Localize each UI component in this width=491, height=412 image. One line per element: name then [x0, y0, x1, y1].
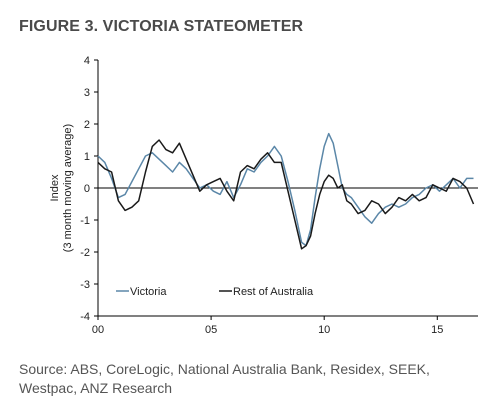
y-tick-label: 2 — [84, 119, 90, 131]
x-tick-label: 05 — [205, 324, 217, 336]
y-tick-label: 0 — [84, 183, 90, 195]
y-axis-label-line: (3 month moving average) — [62, 124, 74, 252]
x-tick-label: 10 — [318, 324, 330, 336]
y-tick-label: -3 — [80, 279, 90, 291]
y-tick-label: -4 — [80, 311, 90, 323]
series-line-victoria — [97, 132, 474, 247]
y-tick-label: 1 — [84, 151, 90, 163]
legend-entry: Victoria — [130, 286, 167, 298]
legend-entry: Rest of Australia — [233, 286, 314, 298]
x-tick-label: 00 — [92, 324, 104, 336]
chart-series — [97, 132, 475, 250]
y-axis-label: Index (3 month moving average) — [49, 124, 74, 252]
series-line-rest-of-australia — [97, 139, 475, 250]
line-chart: -4 -3 -2 -1 0 1 2 3 4 00 05 10 15 Index (3 month movi… — [49, 55, 478, 336]
y-tick-label: 4 — [84, 55, 90, 67]
y-tick-label: -1 — [80, 215, 90, 227]
y-axis-label-line: Index — [49, 174, 61, 201]
figure-title: FIGURE 3. VICTORIA STATEOMETER — [19, 18, 304, 35]
y-tick-label: 3 — [84, 87, 90, 99]
y-tick-label: -2 — [80, 247, 90, 259]
chart-axes: -4 -3 -2 -1 0 1 2 3 4 00 05 10 15 — [80, 55, 478, 336]
x-tick-label: 15 — [431, 324, 443, 336]
chart-legend: Victoria Rest of Australia — [116, 286, 314, 298]
source-note: Source: ABS, CoreLogic, National Austral… — [19, 361, 430, 396]
